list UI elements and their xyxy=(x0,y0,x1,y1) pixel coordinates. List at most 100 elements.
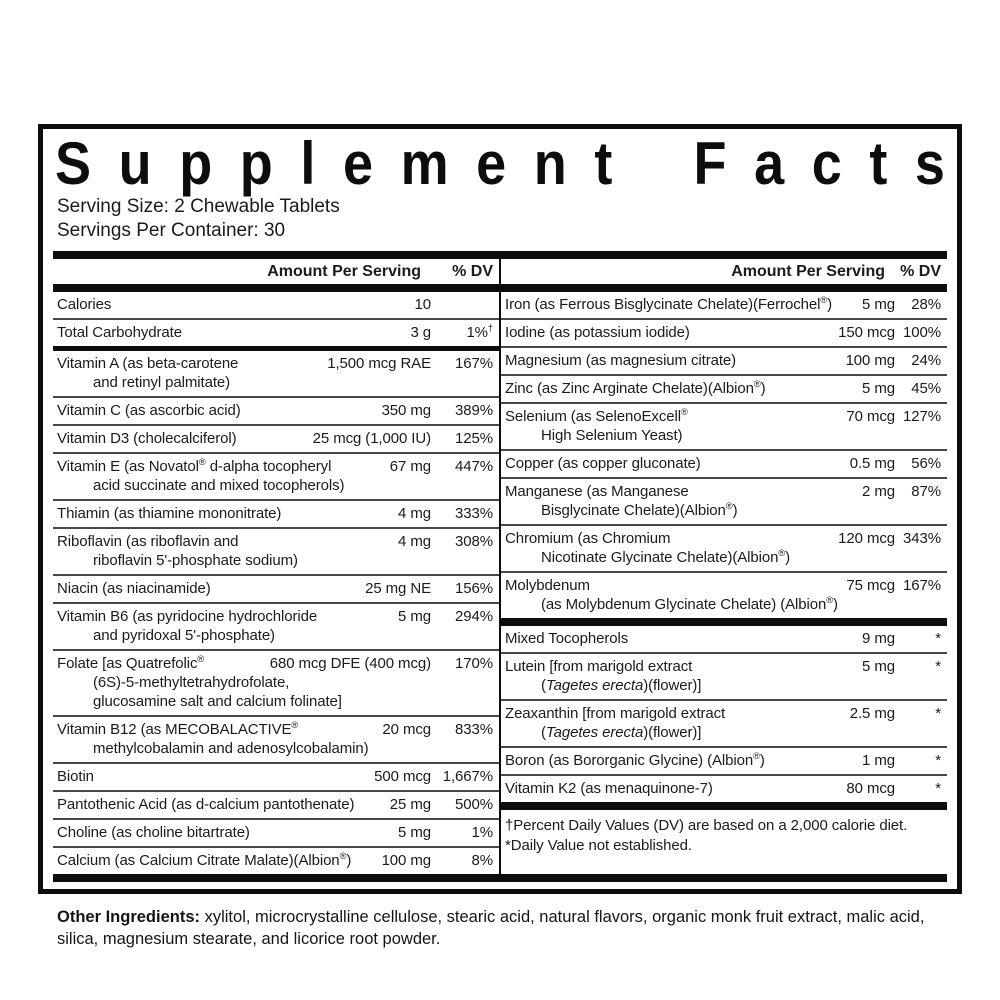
nutrient-name-continuation: Bisglycinate Chelate)(Albion®) xyxy=(505,501,941,520)
nutrient-row: Mixed Tocopherols 9 mg * xyxy=(501,626,947,652)
nutrient-name-text: )(flower)] xyxy=(643,677,702,694)
registered-mark: ® xyxy=(826,595,833,605)
nutrient-name: Copper (as copper gluconate) xyxy=(505,454,850,473)
nutrient-row: Vitamin B12 (as MECOBALACTIVE® 20 mcg 833%… xyxy=(53,717,499,762)
nutrient-dv: 156% xyxy=(455,580,493,597)
title-letter: m xyxy=(400,130,449,198)
nutrient-name-text: and pyridoxal 5'-phosphate) xyxy=(93,627,275,644)
nutrient-name: Iron (as Ferrous Bisglycinate Chelate)(F… xyxy=(505,295,862,314)
nutrient-dv: 833% xyxy=(455,721,493,738)
nutrient-name-text: Thiamin (as thiamine mononitrate) xyxy=(57,505,282,522)
nutrient-name-text: Biotin xyxy=(57,768,94,785)
nutrient-dv: 500% xyxy=(455,796,493,813)
nutrient-row: Riboflavin (as riboflavin and 4 mg 308% rib… xyxy=(53,529,499,574)
column-divider xyxy=(499,259,501,284)
nutrient-row-line: Calories 10 xyxy=(57,295,493,314)
nutrient-name: Niacin (as niacinamide) xyxy=(57,579,365,598)
nutrient-amount: 70 mcg xyxy=(846,408,895,425)
dagger-mark: † xyxy=(487,323,493,333)
nutrient-row-line: Riboflavin (as riboflavin and 4 mg 308% xyxy=(57,532,493,551)
title-letter: F xyxy=(693,130,727,198)
nutrient-amount: 5 mg xyxy=(862,296,895,313)
row-separator-thin xyxy=(501,402,947,404)
nutrient-dv: 447% xyxy=(455,458,493,475)
nutrient-row-line: Total Carbohydrate 3 g 1%† xyxy=(57,323,493,342)
nutrient-row-line: Thiamin (as thiamine mononitrate) 4 mg 333… xyxy=(57,504,493,523)
servings-per-container: Servings Per Container: 30 xyxy=(57,220,286,241)
title-letter: e xyxy=(476,130,507,198)
nutrient-name: Riboflavin (as riboflavin and xyxy=(57,532,398,551)
nutrient-dv: 8% xyxy=(471,852,494,869)
nutrient-name-text: Vitamin B12 (as MECOBALACTIVE xyxy=(57,721,292,738)
nutrient-row-line: Vitamin C (as ascorbic acid) 350 mg 389% xyxy=(57,401,493,420)
nutrient-name-continuation: glucosamine salt and calcium folinate] xyxy=(57,692,493,711)
nutrient-row: Vitamin D3 (cholecalciferol) 25 mcg (1,00… xyxy=(53,426,499,452)
nutrient-name: Boron (as Bororganic Glycine) (Albion®) xyxy=(505,751,862,770)
nutrient-amount: 67 mg xyxy=(389,458,431,475)
nutrient-dv: * xyxy=(935,705,941,722)
nutrient-name-text: Folate [as Quatrefolic xyxy=(57,655,198,672)
registered-mark: ® xyxy=(753,379,761,389)
nutrient-name-text: Nicotinate Glycinate Chelate)(Albion xyxy=(541,549,779,566)
nutrient-name-text: d-alpha tocopheryl xyxy=(205,458,332,475)
nutrient-name-text: Magnesium (as magnesium citrate) xyxy=(505,352,737,369)
row-separator-thin xyxy=(53,649,499,651)
title-letter: l xyxy=(300,130,316,198)
nutrient-name: Vitamin A (as beta-carotene xyxy=(57,354,327,373)
row-separator-thin xyxy=(53,424,499,426)
title-letter: e xyxy=(342,130,373,198)
nutrient-amount: 25 mg NE xyxy=(365,580,431,597)
nutrient-name-text: Bisglycinate Chelate)(Albion xyxy=(541,502,726,519)
row-separator-thin xyxy=(501,318,947,320)
nutrient-row-line: Vitamin E (as Novatol® d-alpha tocophery… xyxy=(57,457,493,476)
nutrient-dv: * xyxy=(935,658,941,675)
row-separator-thin xyxy=(501,524,947,526)
nutrient-name: Pantothenic Acid (as d-calcium pantothen… xyxy=(57,795,390,814)
nutrient-name-text: ( xyxy=(541,677,546,694)
title-letter: u xyxy=(118,130,152,198)
row-separator-thin xyxy=(501,449,947,451)
nutrient-row: Vitamin K2 (as menaquinone-7) 80 mcg * xyxy=(501,776,947,802)
nutrient-column-right: Iron (as Ferrous Bisglycinate Chelate)(F… xyxy=(501,292,947,874)
nutrient-row-line: Choline (as choline bitartrate) 5 mg 1% xyxy=(57,823,493,842)
nutrient-name: Calcium (as Calcium Citrate Malate)(Albi… xyxy=(57,851,382,870)
nutrient-row-line: Iron (as Ferrous Bisglycinate Chelate)(F… xyxy=(505,295,941,314)
nutrient-amount: 0.5 mg xyxy=(849,455,895,472)
nutrient-row: Calories 10 xyxy=(53,292,499,318)
nutrient-row: Pantothenic Acid (as d-calcium pantothen… xyxy=(53,792,499,818)
nutrient-row: Boron (as Bororganic Glycine) (Albion®) 1… xyxy=(501,748,947,774)
nutrient-name-text: Choline (as choline bitartrate) xyxy=(57,824,250,841)
nutrient-name: Zinc (as Zinc Arginate Chelate)(Albion®) xyxy=(505,379,862,398)
title-letter: n xyxy=(533,130,567,198)
title-letter: s xyxy=(914,130,945,198)
registered-mark: ® xyxy=(753,751,760,761)
nutrient-name: Magnesium (as magnesium citrate) xyxy=(505,351,846,370)
nutrient-name: Total Carbohydrate xyxy=(57,323,410,342)
nutrient-name-text: Iron (as Ferrous Bisglycinate Chelate)(F… xyxy=(505,296,821,313)
nutrient-dv: 100% xyxy=(903,324,941,341)
row-separator-thin xyxy=(501,571,947,573)
nutrient-row: Total Carbohydrate 3 g 1%† xyxy=(53,320,499,346)
registered-mark: ® xyxy=(198,457,206,467)
header-top-bar xyxy=(53,251,947,259)
nutrient-name-text: ) xyxy=(346,852,352,869)
nutrient-columns: Calories 10 Total Carbohydrate 3 g 1%† Vitami… xyxy=(53,292,947,874)
nutrient-row: Iodine (as potassium iodide) 150 mcg 100% xyxy=(501,320,947,346)
nutrient-row: Selenium (as SelenoExcell® 70 mcg 127% High… xyxy=(501,404,947,449)
nutrient-amount: 75 mcg xyxy=(846,577,895,594)
nutrient-row-line: Niacin (as niacinamide) 25 mg NE 156% xyxy=(57,579,493,598)
header-dv-left: % DV xyxy=(452,263,493,280)
registered-mark: ® xyxy=(680,407,688,417)
nutrient-name-text: Vitamin E (as Novatol xyxy=(57,458,199,475)
nutrient-name-text: ) xyxy=(785,549,791,566)
nutrient-name-continuation: (Tagetes erecta)(flower)] xyxy=(505,676,941,695)
nutrient-dv: 170% xyxy=(455,655,493,672)
nutrient-row: Vitamin C (as ascorbic acid) 350 mg 389% xyxy=(53,398,499,424)
nutrient-name: Thiamin (as thiamine mononitrate) xyxy=(57,504,398,523)
nutrient-row: Vitamin B6 (as pyridocine hydrochloride 5… xyxy=(53,604,499,649)
nutrient-row-line: Copper (as copper gluconate) 0.5 mg 56% xyxy=(505,454,941,473)
header-amount-per-serving-right: Amount Per Serving xyxy=(731,263,885,280)
nutrient-dv: 167% xyxy=(903,577,941,594)
nutrient-row-line: Calcium (as Calcium Citrate Malate)(Albi… xyxy=(57,851,493,870)
